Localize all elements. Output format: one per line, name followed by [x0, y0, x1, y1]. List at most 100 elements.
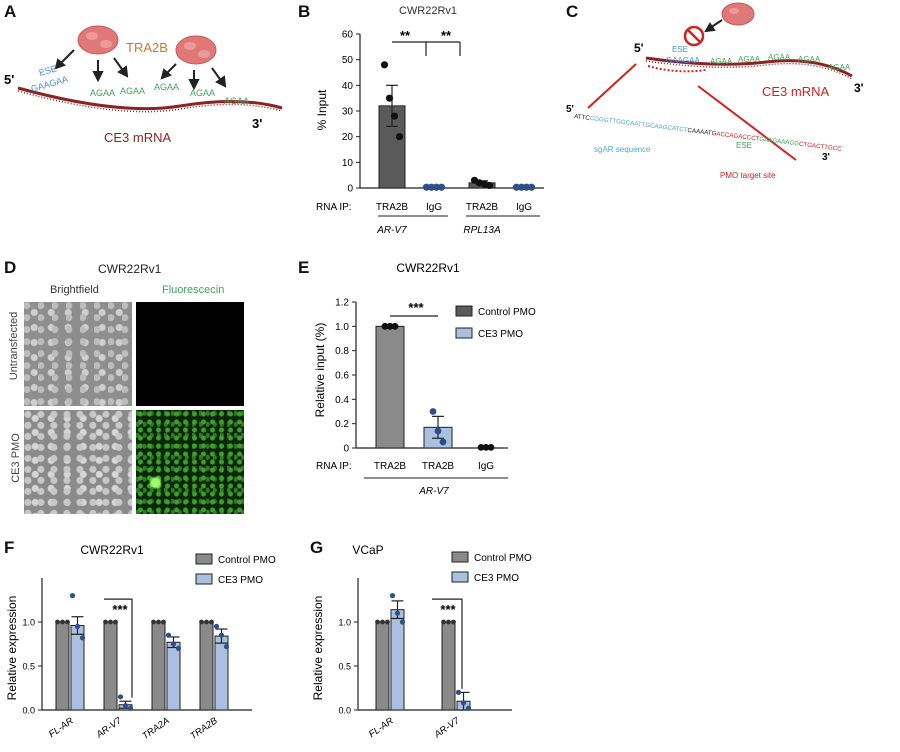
motif-agaa: AGAA: [710, 57, 733, 66]
three-prime-label: 3': [252, 116, 262, 131]
panel-label-e: E: [298, 258, 310, 277]
motif-agaa: AGAA: [120, 86, 145, 96]
sequence-five-prime: 5': [566, 104, 574, 115]
gene-label-rpl13a: RPL13A: [463, 225, 501, 236]
x-tick-label: IgG: [426, 202, 442, 213]
bar-control: [199, 621, 214, 711]
chart-f: CWR22Rv1 Relative expression 0.0 0.5 1.0 FL…: [5, 543, 276, 742]
motif-agaa: AGAA: [798, 55, 821, 64]
binding-arrows: [54, 49, 227, 91]
legend-label-ce3: CE3 PMO: [218, 575, 263, 586]
significance-bracket: [392, 41, 460, 56]
y-tick-label: 0: [343, 444, 349, 455]
three-prime-label: 3': [854, 81, 864, 95]
panel-label-d: D: [4, 258, 17, 277]
data-point: [487, 443, 495, 451]
row-label-untransfected: Untransfected: [8, 311, 20, 381]
data-point: [69, 593, 76, 599]
legend-swatch-control: [195, 553, 213, 565]
data-point: [482, 443, 490, 451]
chart-e: CWR22Rv1 Relative input (%) 0 0.2 0.4 0.6 0.…: [313, 261, 536, 497]
data-point: [380, 619, 385, 625]
chart-title: CWR22Rv1: [399, 5, 457, 17]
panel-label-b: B: [298, 2, 311, 21]
y-tick-label: 1.0: [338, 618, 351, 628]
chart-g: VCaP Relative expression 0.0 0.5 1.0 FL-AR A…: [311, 543, 532, 741]
y-axis-label: Relative expression: [5, 596, 19, 701]
bar-ce3: [166, 641, 181, 711]
brightfield-untransfected-image: [24, 302, 132, 406]
mrna-strand: [645, 56, 853, 78]
data-point: [389, 593, 396, 599]
data-point: [204, 619, 209, 625]
pmo-target-label: PMO target site: [720, 171, 776, 180]
motif-agaa: AGAA: [190, 88, 215, 98]
legend-swatch-ce3: [195, 573, 213, 585]
data-point: [460, 700, 467, 706]
data-point: [390, 112, 399, 120]
tra2b-protein-icon: [175, 35, 217, 65]
bar: [375, 325, 405, 449]
data-point: [437, 183, 446, 191]
y-tick-label: 0.8: [335, 346, 349, 357]
fluorescence-ce3-pmo-image: [136, 410, 244, 514]
data-point: [391, 322, 399, 330]
y-tick-label: 1.0: [335, 322, 349, 333]
pmo-bound: [647, 65, 707, 73]
significance-marker: ***: [440, 602, 456, 617]
data-point: [527, 183, 536, 191]
mrna-label: CE3 mRNA: [762, 84, 830, 99]
legend-swatch-ce3: [455, 327, 473, 339]
data-point: [465, 705, 472, 711]
data-point: [218, 632, 225, 638]
data-point: [451, 619, 456, 625]
data-point: [108, 619, 113, 625]
data-point: [375, 619, 380, 625]
data-point: [485, 181, 494, 190]
motif-agaa: AGAA: [828, 63, 851, 72]
blocked-icon: [683, 25, 705, 47]
data-point: [65, 619, 70, 625]
legend: Control PMO CE3 PMO: [455, 305, 536, 340]
rna-ip-label: RNA IP:: [316, 202, 352, 213]
data-point: [439, 438, 447, 446]
y-tick-label: 0.5: [338, 662, 351, 672]
y-tick-label: 30: [342, 107, 354, 118]
data-point: [517, 183, 526, 191]
data-point: [429, 408, 437, 415]
data-point: [151, 619, 156, 625]
fluorescence-untransfected-image: [136, 302, 244, 406]
chart-title: VCaP: [352, 543, 383, 557]
data-point: [441, 619, 446, 625]
panel-label-c: C: [566, 2, 579, 21]
bar-control: [151, 621, 166, 711]
chart-title: CWR22Rv1: [80, 543, 144, 557]
x-tick-label: AR-V7: [432, 715, 463, 741]
column-label-fluorescein: Fluorescecin: [162, 284, 225, 296]
data-point: [522, 183, 531, 191]
y-axis-label: Relative input (%): [313, 323, 327, 418]
zoom-line: [587, 63, 637, 109]
data-point: [103, 619, 108, 625]
chart-b: CWR22Rv1 % Input 0 10 20 30 40 50 60 TRA2B IgG TR…: [315, 5, 544, 236]
data-point: [477, 443, 485, 451]
legend-label-control: Control PMO: [478, 307, 536, 318]
data-point: [175, 645, 182, 651]
y-tick-label: 40: [342, 81, 354, 92]
bar-control: [55, 621, 70, 711]
data-point: [156, 619, 161, 625]
y-axis-label: % Input: [315, 89, 329, 130]
data-point: [386, 322, 394, 330]
y-tick-label: 0.2: [335, 419, 349, 430]
y-tick-label: 1.2: [335, 298, 349, 309]
panel-c-schematic: 5' 3' ESE GAAGAA AGAA AGAA AGAA AGAA AGA…: [566, 2, 864, 180]
y-tick-label: 0.6: [335, 371, 349, 382]
ese-motif: GAAGAA: [666, 56, 700, 65]
y-tick-label: 0.0: [338, 706, 351, 716]
legend-label-ce3: CE3 PMO: [478, 329, 523, 340]
data-point: [74, 623, 81, 629]
data-point: [117, 694, 124, 700]
x-tick-label: FL-AR: [367, 715, 396, 740]
gene-label-ar-v7: AR-V7: [376, 225, 407, 236]
motif-agaa: AGAA: [768, 53, 791, 62]
